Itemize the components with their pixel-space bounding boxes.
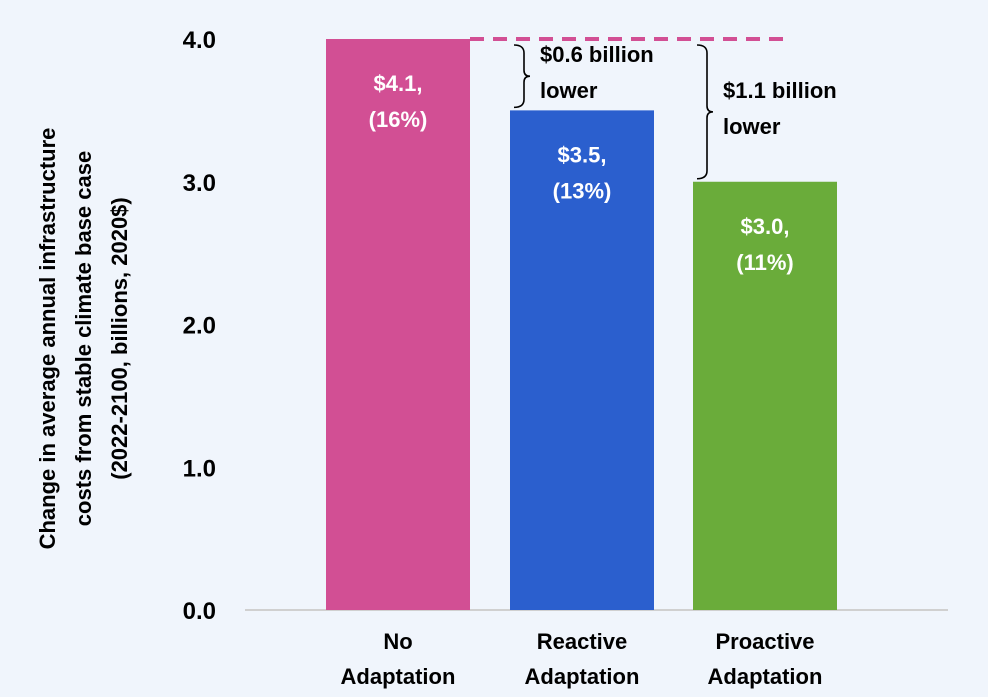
bars bbox=[326, 39, 837, 610]
bar-data-label: $3.5, bbox=[558, 142, 607, 167]
category-label: Adaptation bbox=[525, 664, 640, 689]
category-labels: No Adaptation Reactive Adaptation Proactive A… bbox=[341, 629, 823, 689]
bar-data-label: $4.1, bbox=[374, 71, 423, 96]
y-axis-label-line: costs from stable climate base case bbox=[71, 151, 96, 526]
annotation-label: $1.1 billion bbox=[723, 78, 837, 103]
bar-data-label: (16%) bbox=[369, 107, 428, 132]
y-tick-label: 1.0 bbox=[183, 455, 216, 482]
annotations: $0.6 billion lower $1.1 billion lower bbox=[513, 42, 837, 180]
bar-data-label: (13%) bbox=[553, 178, 612, 203]
annotation-label: $0.6 billion bbox=[540, 42, 654, 67]
bar bbox=[693, 181, 837, 610]
y-axis-label-line: Change in average annual infrastructure bbox=[35, 128, 60, 550]
y-axis-label-line: (2022-2100, billions, 2020$) bbox=[107, 197, 132, 480]
category-label: Adaptation bbox=[708, 664, 823, 689]
y-axis-label: Change in average annual infrastructure c… bbox=[35, 128, 132, 550]
y-tick-label: 3.0 bbox=[183, 170, 216, 197]
y-tick-label: 2.0 bbox=[183, 313, 216, 340]
category-label: No bbox=[383, 629, 412, 654]
bar bbox=[326, 39, 470, 610]
brace bbox=[696, 44, 714, 180]
brace bbox=[513, 44, 531, 109]
y-tick-label: 4.0 bbox=[183, 27, 216, 54]
bar-data-label: (11%) bbox=[736, 250, 793, 275]
category-label: Proactive bbox=[715, 629, 814, 654]
bar bbox=[510, 110, 654, 610]
category-label: Reactive bbox=[537, 629, 628, 654]
bar-data-label: $3.0, bbox=[741, 214, 790, 239]
data-labels: $4.1, (16%) $3.5, (13%) $3.0, (11%) bbox=[369, 71, 794, 275]
category-label: Adaptation bbox=[341, 664, 456, 689]
y-axis-ticks: 0.0 1.0 2.0 3.0 4.0 bbox=[183, 27, 216, 625]
y-tick-label: 0.0 bbox=[183, 598, 216, 625]
annotation-label: lower bbox=[723, 114, 781, 139]
annotation-label: lower bbox=[540, 78, 598, 103]
